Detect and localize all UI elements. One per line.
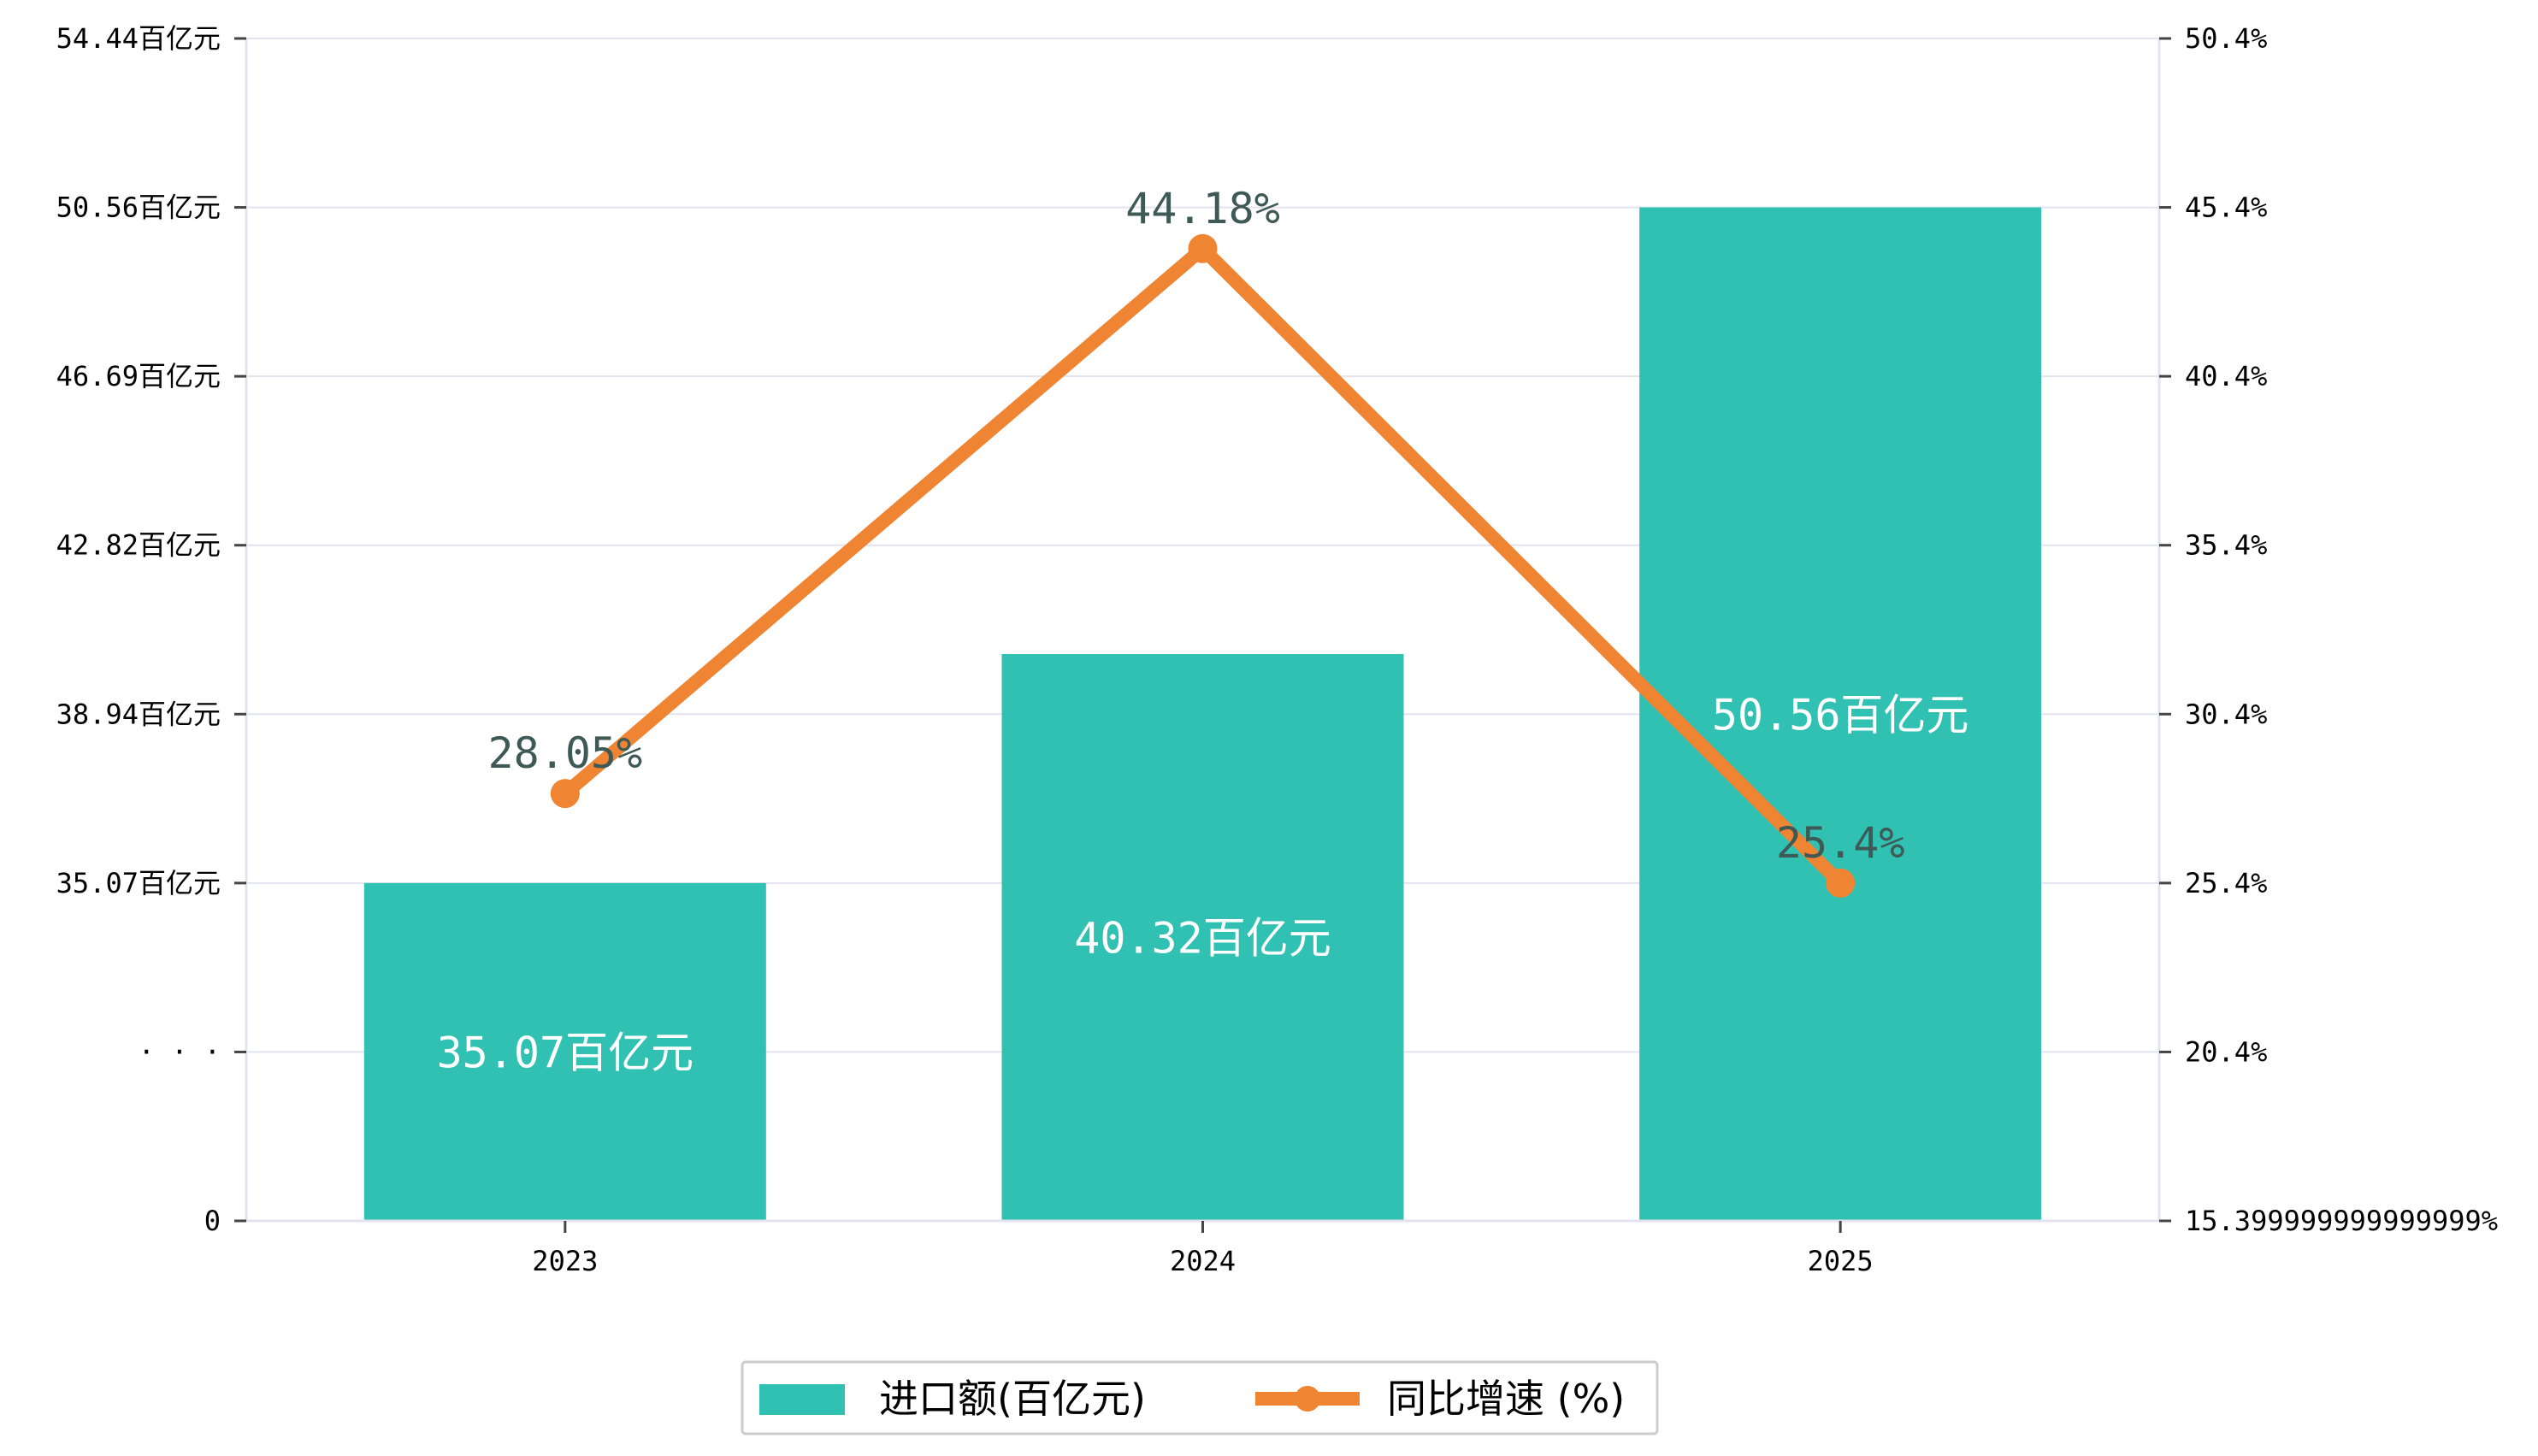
line-data-label: 25.4%	[1776, 818, 1905, 868]
y-right-tick-label: 50.4%	[2185, 22, 2267, 55]
line-data-label: 28.05%	[488, 728, 643, 778]
line-point	[550, 779, 580, 809]
bar-series	[363, 207, 2042, 1222]
axes: 0 · · · 35.07百亿元 38.94百亿元 42.82百亿元 46.69百亿元 50…	[56, 22, 2498, 1277]
legend-swatch-bar	[759, 1384, 845, 1415]
bar	[1001, 654, 1404, 1221]
legend-frame	[741, 1360, 1659, 1435]
y-left-tick-label: 50.56百亿元	[56, 192, 221, 224]
y-right-tick-label: 20.4%	[2185, 1035, 2267, 1068]
y-left-tick-label: 0	[204, 1205, 221, 1237]
line-data-label: 44.18%	[1125, 184, 1280, 233]
y-right-tick-label: 35.4%	[2185, 529, 2267, 562]
y-left-tick-label: · · ·	[139, 1035, 221, 1068]
data-labels: 35.07百亿元 40.32百亿元 50.56百亿元 28.05% 44.18% 25.4…	[437, 184, 1969, 1078]
line-point	[1188, 233, 1218, 263]
y-left-tick-label: 35.07百亿元	[56, 867, 221, 899]
line-series	[550, 233, 1856, 898]
bar	[1639, 207, 2042, 1222]
legend-label-bar: 进口额(百亿元)	[879, 1376, 1146, 1422]
x-tick-label: 2023	[532, 1245, 598, 1277]
x-tick-label: 2024	[1170, 1245, 1236, 1277]
legend-label-line: 同比增速 (%)	[1387, 1376, 1625, 1422]
y-right-tick-label: 15.399999999999999%	[2185, 1205, 2498, 1237]
y-left-tick-label: 38.94百亿元	[56, 698, 221, 730]
bar-data-label: 35.07百亿元	[437, 1028, 694, 1077]
y-right-tick-label: 40.4%	[2185, 360, 2267, 392]
y-left-tick-label: 46.69百亿元	[56, 360, 221, 392]
line-point	[1826, 868, 1856, 898]
bar-data-label: 40.32百亿元	[1074, 914, 1331, 964]
bar	[363, 882, 766, 1221]
legend: 进口额(百亿元) 同比增速 (%)	[741, 1360, 1659, 1435]
y-left-tick-label: 54.44百亿元	[56, 22, 221, 55]
y-right-tick-label: 30.4%	[2185, 698, 2267, 730]
y-left-tick-label: 42.82百亿元	[56, 529, 221, 562]
legend-swatch-marker	[1295, 1386, 1320, 1412]
x-tick-label: 2025	[1808, 1245, 1874, 1277]
bar-data-label: 50.56百亿元	[1712, 690, 1969, 740]
y-right-tick-label: 45.4%	[2185, 192, 2267, 224]
y-right-tick-label: 25.4%	[2185, 867, 2267, 899]
